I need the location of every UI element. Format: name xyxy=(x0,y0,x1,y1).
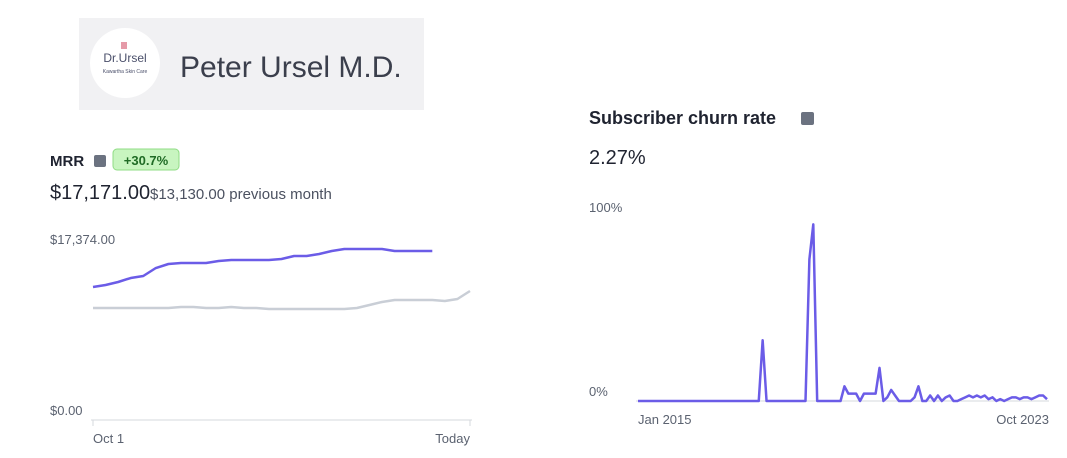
logo-mark xyxy=(121,42,127,49)
series-line xyxy=(92,247,433,289)
y-tick-label: 0% xyxy=(589,384,608,399)
y-tick-label: $0.00 xyxy=(50,403,83,418)
logo xyxy=(90,28,160,98)
x-tick-label: Oct 1 xyxy=(93,431,124,446)
churn-value: 2.27% xyxy=(589,147,646,169)
series-line xyxy=(93,289,471,311)
y-tick-label: $17,374.00 xyxy=(50,232,115,247)
y-tick-label: 100% xyxy=(589,200,623,215)
header-name: Peter Ursel M.D. xyxy=(180,51,402,84)
x-tick-label: Oct 2023 xyxy=(996,412,1049,427)
mrr-title: MRR xyxy=(50,153,84,170)
x-tick-label: Today xyxy=(435,431,470,446)
info-icon[interactable] xyxy=(94,155,106,167)
mrr-value: $17,171.00 xyxy=(50,182,150,204)
mrr-comparison: $13,130.00 previous month xyxy=(150,186,332,203)
logo-subtitle: Kawartha Skin Care xyxy=(103,69,148,75)
churn-title: Subscriber churn rate xyxy=(589,108,776,128)
series-line xyxy=(638,223,1048,403)
change-text: +30.7% xyxy=(124,153,169,168)
change-badge xyxy=(112,148,180,171)
logo-title: Dr.Ursel xyxy=(103,51,146,65)
info-icon[interactable] xyxy=(801,112,814,125)
x-tick-label: Jan 2015 xyxy=(638,412,692,427)
